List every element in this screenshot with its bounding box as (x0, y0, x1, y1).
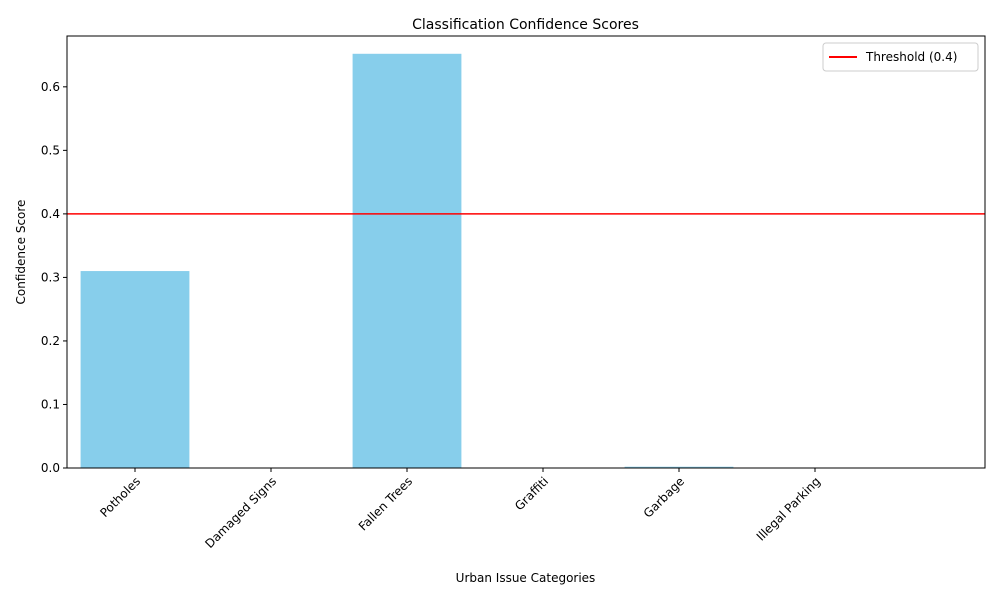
x-tick-label: Garbage (641, 474, 687, 520)
bars-group (80, 53, 870, 468)
y-tick-label: 0.6 (41, 80, 60, 94)
y-tick-label: 0.2 (41, 334, 60, 348)
bar-garbage (624, 466, 734, 468)
legend-threshold-label: Threshold (0.4) (865, 50, 957, 64)
y-tick-label: 0.1 (41, 397, 60, 411)
y-tick-label: 0.0 (41, 461, 60, 475)
x-axis-ticks: Potholes Damaged Signs Fallen Trees Graffit… (97, 468, 823, 551)
y-tick-label: 0.4 (41, 207, 60, 221)
x-tick-label: Fallen Trees (356, 474, 415, 533)
x-tick-label: Illegal Parking (754, 474, 823, 543)
bar-fallen-trees (352, 53, 462, 468)
y-axis-label: Confidence Score (14, 200, 28, 305)
plot-background (67, 36, 985, 468)
legend-box (822, 42, 979, 72)
x-tick-label: Damaged Signs (202, 474, 279, 551)
y-axis-ticks: 0.0 0.1 0.2 0.3 0.4 0.5 0.6 (41, 80, 67, 475)
y-tick-label: 0.3 (41, 270, 60, 284)
plot-border (66, 35, 986, 469)
chart-title: Classification Confidence Scores (412, 17, 639, 33)
x-axis-label: Urban Issue Categories (456, 571, 596, 585)
plot-area: Potholes Damaged Signs Fallen Trees Graffit… (41, 35, 986, 551)
x-tick-label: Potholes (97, 474, 143, 520)
y-tick-label: 0.5 (41, 143, 60, 157)
x-tick-label: Graffiti (512, 474, 551, 513)
legend: Threshold (0.4) (822, 42, 979, 72)
bar-potholes (80, 271, 190, 468)
